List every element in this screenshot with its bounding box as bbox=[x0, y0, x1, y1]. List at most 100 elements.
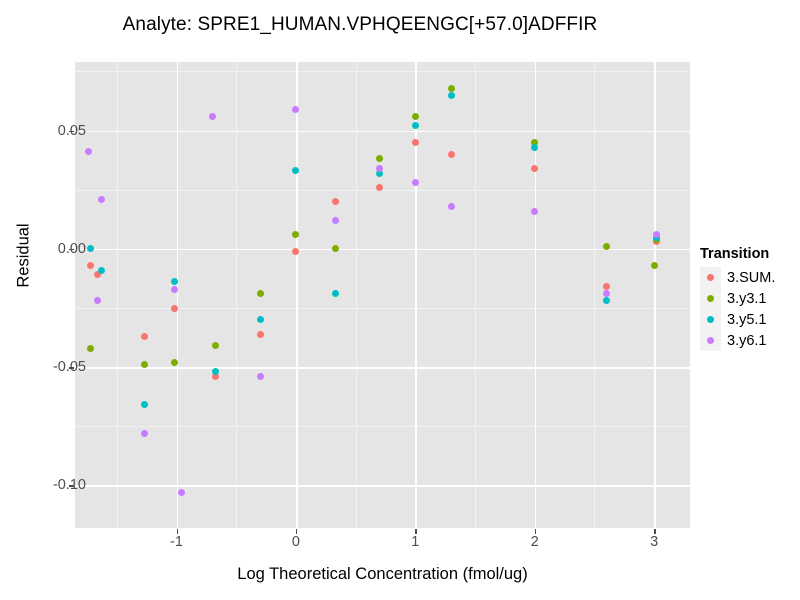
data-point bbox=[447, 150, 455, 158]
gridline-major-horizontal bbox=[75, 130, 690, 133]
x-axis-tick-mark bbox=[654, 529, 656, 534]
gridline-major-vertical bbox=[415, 62, 417, 528]
data-point bbox=[177, 489, 185, 497]
data-point bbox=[292, 105, 300, 113]
data-point bbox=[256, 316, 264, 324]
y-axis-title: Residual bbox=[14, 223, 33, 288]
legend-item-label: 3.SUM. bbox=[727, 269, 776, 286]
data-point bbox=[212, 368, 220, 376]
data-point bbox=[531, 138, 539, 146]
x-axis-tick-mark bbox=[534, 529, 537, 534]
legend-item-3-y5-1[interactable]: 3.y5.1 bbox=[700, 309, 775, 330]
gridline-major-vertical bbox=[295, 62, 298, 528]
gridline-major-vertical bbox=[534, 62, 537, 528]
gridline-major-vertical bbox=[654, 62, 656, 528]
data-point bbox=[97, 195, 105, 203]
data-point bbox=[602, 297, 610, 305]
data-point bbox=[208, 112, 216, 120]
x-axis-tick-mark bbox=[295, 529, 298, 534]
data-point bbox=[376, 155, 383, 163]
legend: Transition 3.SUM. 3.y3.1 3.y5.1 3.y6.1 bbox=[700, 246, 775, 351]
legend-item-label: 3.y6.1 bbox=[727, 332, 767, 349]
x-axis-tick-mark bbox=[415, 529, 417, 534]
gridline-minor-vertical bbox=[355, 62, 357, 528]
data-point bbox=[170, 304, 178, 312]
legend-item-3-sum-[interactable]: 3.SUM. bbox=[700, 267, 775, 288]
plot-panel bbox=[75, 62, 690, 528]
data-point bbox=[170, 358, 178, 366]
data-point bbox=[531, 164, 539, 172]
legend-key-swatch bbox=[700, 288, 721, 309]
x-axis-tick-label: -1 bbox=[170, 534, 183, 550]
legend-item-3-y6-1[interactable]: 3.y6.1 bbox=[700, 330, 775, 351]
data-point bbox=[650, 261, 658, 269]
gridline-minor-vertical bbox=[116, 62, 118, 528]
data-point bbox=[292, 167, 300, 175]
data-point bbox=[140, 361, 148, 369]
data-point bbox=[256, 330, 264, 338]
legend-dot-icon bbox=[707, 274, 714, 281]
data-point bbox=[602, 243, 610, 250]
data-point bbox=[256, 373, 264, 381]
data-point bbox=[411, 138, 419, 146]
legend-items: 3.SUM. 3.y3.1 3.y5.1 3.y6.1 bbox=[700, 267, 775, 351]
legend-item-label: 3.y3.1 bbox=[727, 290, 767, 307]
data-point bbox=[411, 122, 419, 130]
data-point bbox=[653, 231, 661, 239]
data-point bbox=[292, 247, 300, 255]
data-point bbox=[376, 164, 383, 172]
gridline-major-vertical bbox=[176, 62, 179, 528]
data-point bbox=[84, 148, 92, 156]
data-point bbox=[140, 332, 148, 340]
data-point bbox=[212, 342, 220, 350]
data-point bbox=[331, 290, 339, 298]
legend-title: Transition bbox=[700, 246, 770, 262]
x-axis-tick-label: 3 bbox=[650, 534, 659, 550]
y-axis-tick-mark bbox=[69, 248, 74, 251]
data-point bbox=[212, 373, 220, 381]
data-point bbox=[292, 231, 300, 239]
data-point bbox=[170, 278, 178, 286]
data-point bbox=[87, 344, 95, 352]
legend-key-swatch bbox=[700, 309, 721, 330]
gridline-minor-horizontal bbox=[75, 71, 690, 73]
gridline-major-horizontal bbox=[75, 248, 690, 251]
data-point bbox=[87, 245, 95, 253]
x-axis-tick-mark bbox=[176, 529, 178, 534]
data-point bbox=[411, 179, 419, 187]
gridline-minor-horizontal bbox=[75, 308, 690, 309]
legend-dot-icon bbox=[707, 337, 714, 344]
y-axis-tick-mark bbox=[69, 130, 74, 132]
data-point bbox=[376, 169, 383, 177]
data-point bbox=[94, 271, 102, 279]
legend-key-swatch bbox=[700, 330, 721, 351]
data-point bbox=[376, 183, 383, 191]
gridline-minor-horizontal bbox=[75, 189, 690, 191]
data-point bbox=[87, 261, 95, 269]
data-point bbox=[531, 207, 539, 215]
y-axis-tick-mark bbox=[69, 485, 74, 487]
gridline-minor-horizontal bbox=[75, 426, 690, 428]
data-point bbox=[140, 429, 148, 437]
gridline-major-horizontal bbox=[75, 485, 690, 487]
x-axis-tick-label: 2 bbox=[530, 534, 539, 550]
data-point bbox=[447, 202, 455, 210]
data-point bbox=[447, 84, 455, 92]
data-point bbox=[331, 216, 339, 224]
chart-title: Analyte: SPRE1_HUMAN.VPHQEENGC[+57.0]ADF… bbox=[122, 14, 598, 35]
legend-dot-icon bbox=[707, 316, 714, 323]
gridline-major-horizontal bbox=[75, 367, 690, 369]
data-point bbox=[94, 297, 102, 305]
y-axis-tick-mark bbox=[69, 367, 74, 369]
x-axis-tick-label: 1 bbox=[411, 534, 420, 550]
legend-item-label: 3.y5.1 bbox=[727, 311, 767, 328]
data-point bbox=[447, 91, 455, 99]
legend-key-swatch bbox=[700, 267, 721, 288]
legend-item-3-y3-1[interactable]: 3.y3.1 bbox=[700, 288, 775, 309]
data-point bbox=[140, 401, 148, 409]
data-point bbox=[331, 198, 339, 206]
x-axis-title: Log Theoretical Concentration (fmol/ug) bbox=[237, 565, 528, 583]
data-point bbox=[170, 285, 178, 293]
x-axis-tick-label: 0 bbox=[291, 534, 300, 550]
